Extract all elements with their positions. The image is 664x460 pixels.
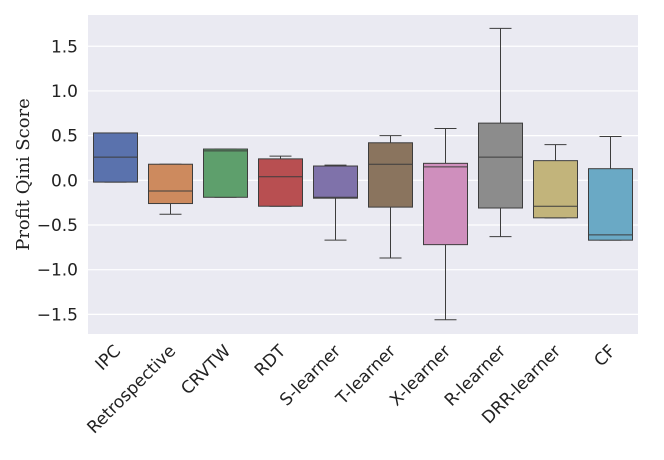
boxes (93, 27, 633, 321)
y-tick-label: 1.0 (51, 82, 78, 102)
x-tick-label: S-learner (276, 341, 345, 410)
y-tick-label: 1.5 (51, 37, 78, 57)
box-s-learner (313, 164, 358, 241)
y-axis-ticks: 1.5 1.0 0.5 0.0 −0.5 −1.0 −1.5 (37, 37, 78, 325)
y-tick-label: 0.5 (51, 127, 78, 147)
y-tick-label: 0.0 (51, 171, 78, 191)
iqr-box (258, 158, 303, 207)
iqr-box (203, 148, 248, 198)
y-tick-label: −0.5 (37, 216, 78, 236)
box-retrospective (148, 163, 193, 215)
box-x-learner (423, 127, 468, 321)
iqr-box (478, 122, 523, 209)
y-axis-label: Profit Qini Score (13, 98, 34, 251)
box-crvtw (203, 148, 248, 198)
box-rdt (258, 155, 303, 207)
box-cf (588, 136, 633, 241)
iqr-box (148, 163, 193, 205)
box-t-learner (368, 135, 413, 259)
box-drr-learner (533, 144, 578, 219)
iqr-box (588, 168, 633, 241)
iqr-box (423, 162, 468, 246)
box-r-learner (478, 27, 523, 238)
x-tick-label: CRVTW (177, 341, 235, 399)
x-tick-label: IPC (92, 341, 125, 374)
iqr-box (368, 142, 413, 208)
iqr-box (313, 165, 358, 199)
iqr-box (533, 160, 578, 219)
x-tick-label: CF (591, 341, 620, 370)
y-tick-label: −1.0 (37, 261, 78, 281)
y-tick-label: −1.5 (37, 305, 78, 325)
x-tick-label: RDT (251, 341, 291, 381)
box-ipc (93, 132, 138, 183)
